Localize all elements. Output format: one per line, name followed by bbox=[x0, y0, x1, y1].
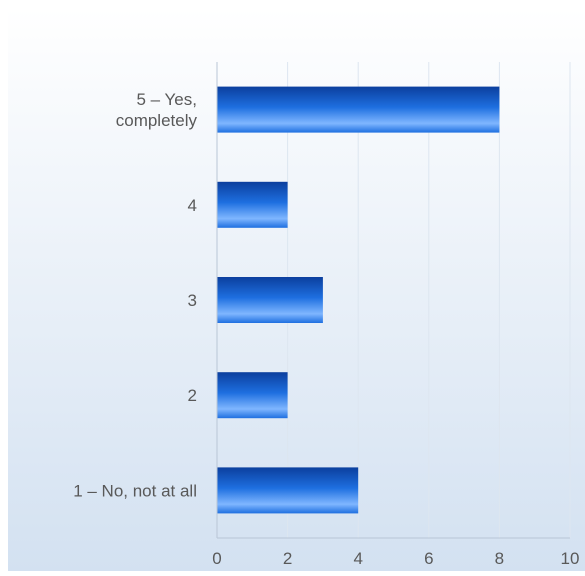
category-label-3: 3 bbox=[188, 291, 197, 310]
category-labels: 5 – Yes, completely 4 3 2 1 – No, not at all bbox=[73, 90, 197, 500]
x-tick-labels: 0 2 4 6 8 10 bbox=[212, 549, 579, 568]
bar-4 bbox=[217, 372, 288, 419]
category-label-2: 4 bbox=[188, 196, 197, 215]
bar-2 bbox=[217, 181, 288, 228]
bar-1 bbox=[217, 86, 500, 133]
bar-3 bbox=[217, 277, 323, 323]
x-tick-label-0: 0 bbox=[212, 549, 221, 568]
category-label-1: 5 – Yes, completely bbox=[116, 90, 198, 130]
axes bbox=[216, 62, 570, 539]
gridlines bbox=[287, 62, 571, 538]
category-label-5: 1 – No, not at all bbox=[73, 481, 197, 500]
bars bbox=[217, 86, 500, 514]
x-tick-label-4: 4 bbox=[353, 549, 362, 568]
x-tick-label-8: 8 bbox=[495, 549, 504, 568]
x-tick-label-6: 6 bbox=[424, 549, 433, 568]
category-label-4: 2 bbox=[188, 386, 197, 405]
x-tick-label-2: 2 bbox=[283, 549, 292, 568]
x-tick-label-10: 10 bbox=[561, 549, 580, 568]
bar-5 bbox=[217, 467, 359, 514]
